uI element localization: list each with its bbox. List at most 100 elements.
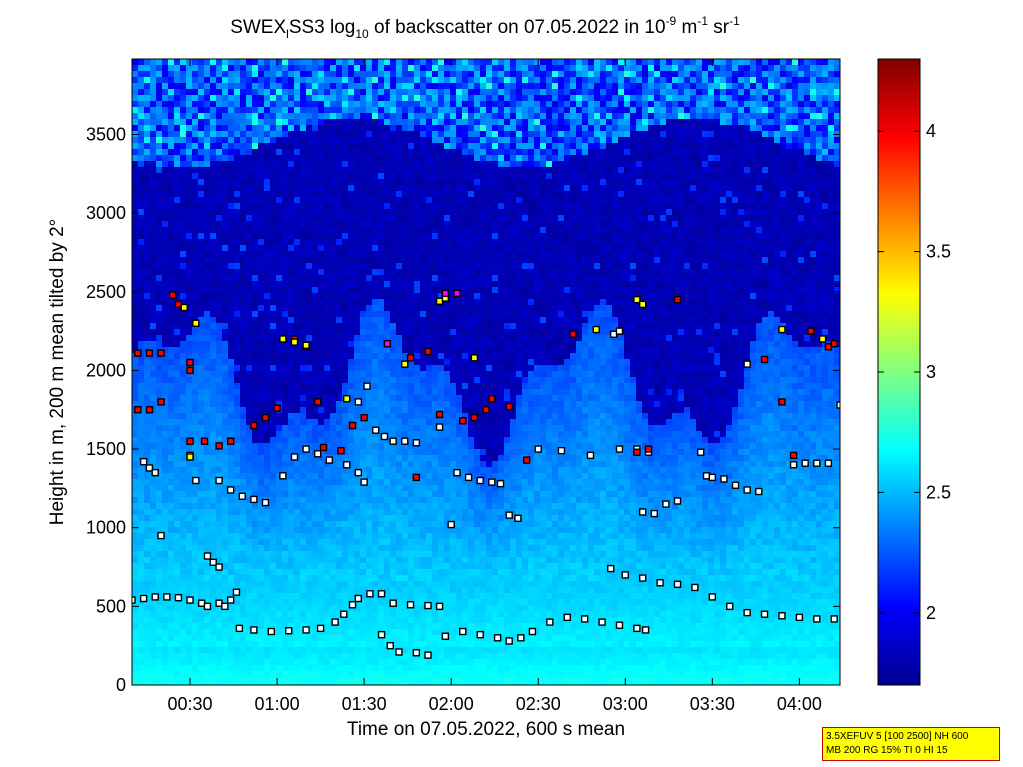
heatmap-cell [348,293,355,300]
heatmap-cell [318,593,325,600]
heatmap-cell [336,575,343,582]
heatmap-cell [186,509,193,516]
heatmap-cell [144,599,151,606]
heatmap-cell [414,83,421,90]
heatmap-cell [360,65,367,72]
heatmap-cell [198,641,205,648]
heatmap-cell [384,509,391,516]
heatmap-cell [378,455,385,462]
heatmap-cell [138,251,145,258]
heatmap-cell [144,83,151,90]
heatmap-cell [306,161,313,168]
heatmap-cell [396,197,403,204]
heatmap-cell [252,185,259,192]
heatmap-cell [222,155,229,162]
heatmap-cell [372,377,379,384]
heatmap-cell [348,311,355,318]
heatmap-cell [336,275,343,282]
heatmap-cell [156,665,163,672]
heatmap-cell [288,227,295,234]
heatmap-cell [360,329,367,336]
heatmap-cell [258,299,265,306]
heatmap-cell [324,335,331,342]
heatmap-cell [180,125,187,132]
heatmap-cell [252,455,259,462]
heatmap-cell [354,551,361,558]
heatmap-cell [240,65,247,72]
heatmap-cell [180,221,187,228]
heatmap-cell [342,335,349,342]
heatmap-cell [222,257,229,264]
heatmap-cell [288,137,295,144]
heatmap-cell [414,395,421,402]
heatmap-cell [270,215,277,222]
heatmap-cell [354,497,361,504]
heatmap-cell [384,143,391,150]
heatmap-cell [342,209,349,216]
heatmap-cell [402,329,409,336]
heatmap-cell [240,221,247,228]
heatmap-cell [324,239,331,246]
heatmap-cell [282,461,289,468]
heatmap-cell [300,509,307,516]
heatmap-cell [150,389,157,396]
heatmap-cell [276,65,283,72]
heatmap-cell [186,593,193,600]
heatmap-cell [222,617,229,624]
heatmap-cell [222,149,229,156]
heatmap-cell [312,503,319,510]
heatmap-cell [192,299,199,306]
heatmap-cell [210,449,217,456]
heatmap-cell [252,491,259,498]
heatmap-cell [156,449,163,456]
heatmap-cell [312,119,319,126]
heatmap-cell [336,311,343,318]
heatmap-cell [324,449,331,456]
heatmap-cell [342,305,349,312]
heatmap-cell [138,149,145,156]
heatmap-cell [390,677,397,684]
heatmap-cell [330,125,337,132]
heatmap-cell [390,155,397,162]
heatmap-cell [264,407,271,414]
heatmap-cell [288,485,295,492]
heatmap-cell [168,431,175,438]
heatmap-cell [390,341,397,348]
heatmap-cell [270,305,277,312]
heatmap-cell [144,587,151,594]
heatmap-cell [324,89,331,96]
heatmap-cell [402,191,409,198]
heatmap-cell [330,179,337,186]
heatmap-cell [168,197,175,204]
heatmap-cell [408,623,415,630]
heatmap-cell [342,533,349,540]
heatmap-cell [372,263,379,270]
heatmap-cell [276,305,283,312]
heatmap-cell [366,665,373,672]
heatmap-cell [300,425,307,432]
heatmap-cell [150,227,157,234]
heatmap-cell [336,239,343,246]
heatmap-cell [156,419,163,426]
heatmap-cell [174,83,181,90]
heatmap-cell [138,305,145,312]
heatmap-cell [402,65,409,72]
heatmap-cell [240,395,247,402]
heatmap-cell [222,389,229,396]
heatmap-cell [384,149,391,156]
heatmap-cell [204,209,211,216]
heatmap-cell [288,89,295,96]
heatmap-cell [414,209,421,216]
heatmap-cell [168,299,175,306]
heatmap-cell [384,299,391,306]
heatmap-cell [210,71,217,78]
heatmap-cell [162,257,169,264]
heatmap-cell [156,173,163,180]
heatmap-cell [186,659,193,666]
heatmap-cell [252,593,259,600]
heatmap-cell [342,569,349,576]
heatmap-cell [402,515,409,522]
heatmap-cell [204,647,211,654]
heatmap-cell [240,149,247,156]
heatmap-cell [234,671,241,678]
